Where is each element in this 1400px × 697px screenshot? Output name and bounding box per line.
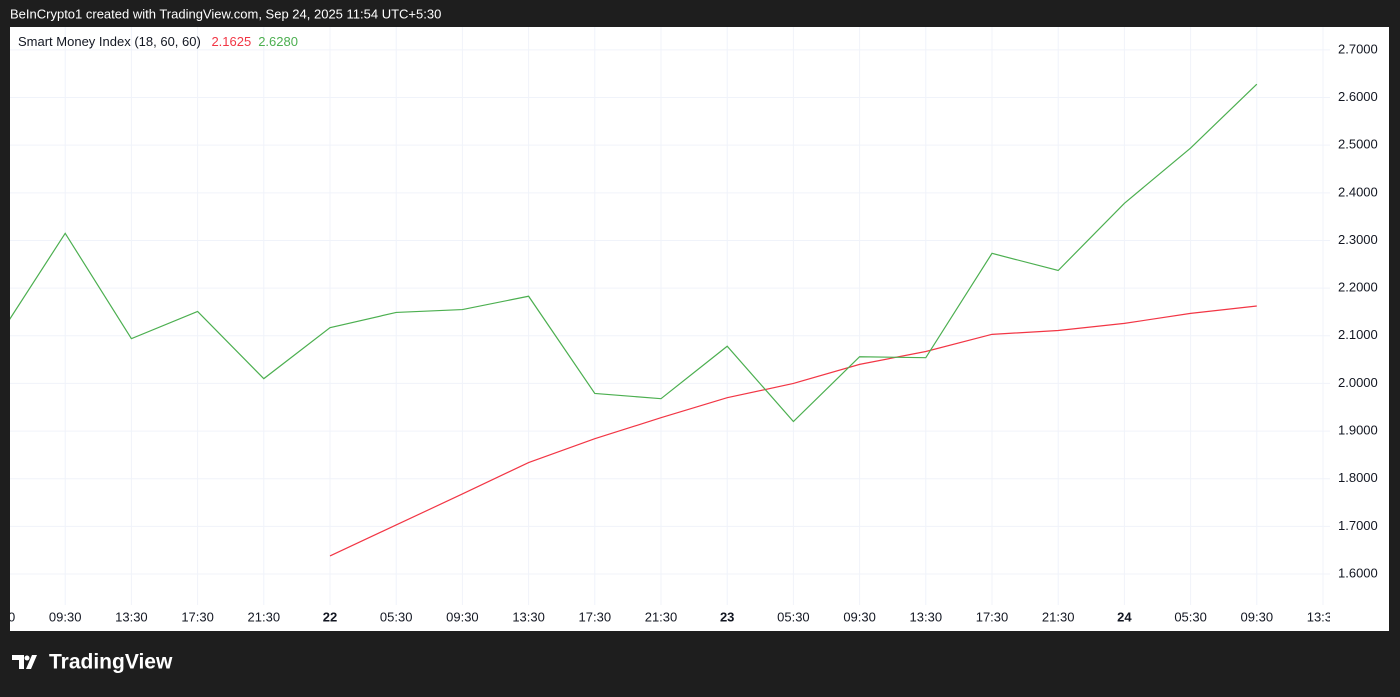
x-tick-label: 09:30 [446, 609, 479, 624]
y-tick-label: 2.4000 [1338, 184, 1378, 199]
x-tick-label: 09:30 [49, 609, 82, 624]
legend: Smart Money Index (18, 60, 60) 2.1625 2.6… [18, 34, 298, 49]
y-tick-label: 2.7000 [1338, 41, 1378, 56]
legend-value: 2.1625 [211, 34, 251, 49]
y-tick-label: 2.0000 [1338, 375, 1378, 390]
header: BeInCrypto1 created with TradingView.com… [10, 6, 441, 21]
brand: TradingView [49, 651, 173, 674]
x-tick-label: 09:30 [843, 609, 876, 624]
y-tick-label: 1.8000 [1338, 470, 1378, 485]
series-line [10, 83, 1258, 423]
y-tick-label: 1.6000 [1338, 565, 1378, 580]
y-tick-label: 2.3000 [1338, 232, 1378, 247]
x-tick-label: 05:30 [380, 609, 413, 624]
x-tick-label: 24 [1117, 609, 1132, 624]
y-tick-label: 1.7000 [1338, 518, 1378, 533]
chart-panel [10, 27, 1389, 631]
x-tick-label: 05:30 [1174, 609, 1207, 624]
x-tick-label: 13:30 [512, 609, 545, 624]
x-tick-label: 21:30 [1042, 609, 1075, 624]
x-tick-label: 17:30 [579, 609, 612, 624]
legend-value: 2.6280 [258, 34, 298, 49]
x-tick-label: 23 [720, 609, 734, 624]
x-tick-label: 21:30 [645, 609, 678, 624]
x-tick-label: 01:30 [0, 609, 15, 624]
x-tick-label: 17:30 [976, 609, 1009, 624]
brand-logo [12, 655, 37, 669]
legend-title: Smart Money Index (18, 60, 60) [18, 34, 201, 49]
x-tick-label: 22 [323, 609, 337, 624]
y-tick-label: 2.1000 [1338, 327, 1378, 342]
y-tick-label: 2.6000 [1338, 89, 1378, 104]
x-tick-label: 09:30 [1241, 609, 1274, 624]
y-tick-label: 2.2000 [1338, 280, 1378, 295]
x-tick-label: 13:30 [115, 609, 148, 624]
x-tick-label: 13:30 [910, 609, 943, 624]
x-tick-label: 17:30 [181, 609, 214, 624]
y-tick-label: 2.5000 [1338, 137, 1378, 152]
y-tick-label: 1.9000 [1338, 423, 1378, 438]
x-tick-label: 05:30 [777, 609, 810, 624]
series-line [329, 305, 1257, 557]
x-tick-label: 21:30 [248, 609, 281, 624]
x-tick-label: 13:30 [1307, 609, 1340, 624]
